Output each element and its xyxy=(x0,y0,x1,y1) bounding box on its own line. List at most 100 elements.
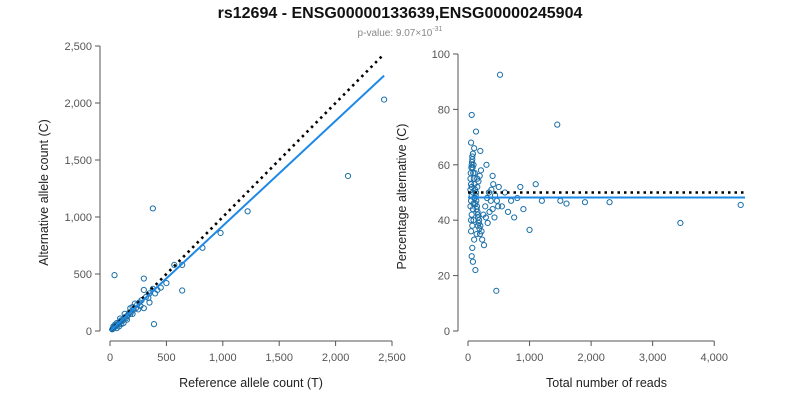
data-point xyxy=(483,161,490,168)
p-value-exponent: -31 xyxy=(432,26,442,33)
data-point xyxy=(511,214,518,221)
data-point xyxy=(484,219,491,227)
x-tick-label: 2,000 xyxy=(577,352,605,364)
data-point xyxy=(471,236,478,243)
data-point xyxy=(468,211,475,218)
data-point xyxy=(131,300,138,307)
data-point xyxy=(469,244,476,251)
data-point xyxy=(179,287,186,294)
data-point xyxy=(476,230,484,238)
y-tick-label: 1,500 xyxy=(64,155,92,167)
data-point xyxy=(473,206,480,213)
y-axis-label: Percentage alternative (C) xyxy=(395,124,409,270)
data-points xyxy=(109,96,388,333)
data-point xyxy=(496,71,504,78)
data-point xyxy=(468,253,475,260)
y-tick-label: 2,000 xyxy=(64,98,92,110)
data-point xyxy=(495,203,502,210)
data-point xyxy=(140,286,147,294)
x-axis-label: Reference allele count (T) xyxy=(179,376,323,390)
y-tick-label: 60 xyxy=(438,160,450,172)
data-point xyxy=(507,197,515,204)
data-point xyxy=(490,181,497,188)
data-point xyxy=(123,316,131,323)
x-tick-label: 2,500 xyxy=(378,352,406,364)
x-tick-label: 1,000 xyxy=(209,352,237,364)
data-point xyxy=(469,258,477,265)
fit-line xyxy=(109,74,385,332)
data-point xyxy=(517,183,524,191)
x-axis-label: Total number of reads xyxy=(546,376,667,390)
data-point xyxy=(475,178,482,185)
data-point xyxy=(489,172,496,179)
data-point xyxy=(110,325,117,332)
y-tick-label: 1,000 xyxy=(64,212,92,224)
data-point xyxy=(470,175,477,182)
data-point xyxy=(491,214,498,221)
data-point xyxy=(217,229,224,237)
data-point xyxy=(482,203,489,210)
x-tick-label: 3,000 xyxy=(639,352,667,364)
data-point xyxy=(532,181,539,188)
data-point xyxy=(469,150,477,157)
data-point xyxy=(469,222,476,229)
data-point xyxy=(488,186,495,193)
data-point xyxy=(477,147,484,155)
data-point xyxy=(486,208,493,215)
y-tick-label: 2,500 xyxy=(64,41,92,53)
y-tick-label: 20 xyxy=(438,271,450,283)
data-point xyxy=(526,226,533,233)
p-value-text: p-value: 9.07×10 xyxy=(358,28,433,39)
data-point xyxy=(606,199,613,206)
data-point xyxy=(520,206,527,213)
data-point xyxy=(473,230,480,238)
data-point xyxy=(563,200,570,207)
data-point xyxy=(472,128,480,135)
data-point xyxy=(468,111,475,119)
data-point xyxy=(498,203,505,210)
y-axis-label: Alternative allele count (C) xyxy=(37,119,51,266)
y-tick-label: 0 xyxy=(86,326,92,338)
data-point xyxy=(472,266,479,274)
data-point xyxy=(344,172,352,180)
data-point xyxy=(149,205,156,212)
data-point xyxy=(504,208,512,215)
data-point xyxy=(244,208,251,215)
data-point xyxy=(470,217,477,224)
data-point xyxy=(476,172,483,179)
x-tick-label: 0 xyxy=(465,352,471,364)
y-tick-label: 100 xyxy=(432,49,450,61)
chart-title: rs12694 - ENSG00000133639,ENSG0000024590… xyxy=(218,5,583,22)
data-points xyxy=(467,71,744,294)
data-point xyxy=(381,96,388,103)
panel-1: 0 500 1,000 1,500 2,000 2,500 0 500 1,000 1,500 2,… xyxy=(37,41,406,390)
panel-2: 0 20 40 60 80 100 0 1,000 2,000 3,000 4,000 Total n… xyxy=(395,49,745,390)
data-point xyxy=(472,189,480,196)
x-tick-label: 0 xyxy=(107,352,113,364)
data-point xyxy=(557,197,564,204)
x-tick-label: 1,000 xyxy=(516,352,544,364)
x-tick-label: 4,000 xyxy=(700,352,728,364)
data-point xyxy=(487,197,494,204)
data-point xyxy=(140,275,147,282)
x-tick-label: 2,000 xyxy=(322,352,350,364)
data-point xyxy=(467,228,475,235)
data-point xyxy=(171,261,178,268)
data-point xyxy=(677,219,684,227)
data-point xyxy=(554,121,561,128)
y-tick-label: 40 xyxy=(438,215,450,227)
data-point xyxy=(501,189,509,196)
y-tick-label: 0 xyxy=(444,326,450,338)
data-point xyxy=(482,214,489,221)
data-point xyxy=(479,236,486,243)
data-point xyxy=(163,280,170,287)
data-point xyxy=(477,167,485,174)
data-point xyxy=(467,139,475,146)
data-point xyxy=(538,197,545,204)
p-value-subtitle: p-value: 9.07×10-31 xyxy=(358,26,443,39)
data-point xyxy=(120,319,127,327)
data-point xyxy=(581,199,589,206)
data-point xyxy=(111,272,118,279)
